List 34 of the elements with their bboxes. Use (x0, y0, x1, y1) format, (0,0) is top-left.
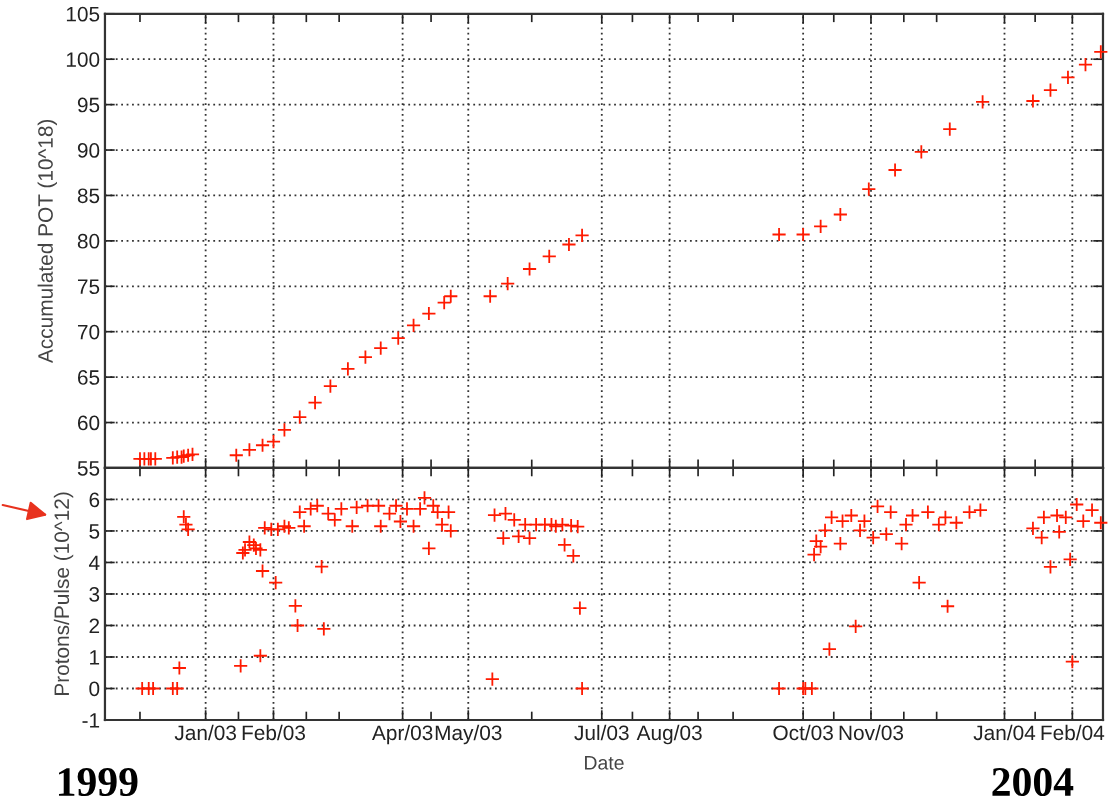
y-tick-label: 85 (77, 188, 100, 204)
x-axis-title: Date (585, 756, 624, 770)
x-tick-label: May/03 (435, 724, 502, 745)
y-tick-label: 75 (77, 279, 100, 295)
x-tick-label: Jan/04 (973, 724, 1036, 741)
y-axis-title: Protons/Pulse (10^12) (53, 492, 74, 695)
y-tick-label: 95 (77, 97, 100, 113)
y-tick-label: 3 (89, 586, 100, 602)
text: 2004 (992, 767, 1074, 797)
y-tick-label: 4 (88, 555, 100, 571)
y-tick-label: 100 (66, 52, 100, 67)
y-tick-label: 55 (77, 461, 100, 476)
y-tick-label: 2 (89, 618, 100, 634)
y-tick-label: -1 (82, 713, 100, 728)
y-tick-label: 105 (66, 6, 100, 22)
y-axis-title: Accumulated POT (10^18) (37, 119, 57, 364)
x-tick-label: Feb/04 (1041, 724, 1105, 741)
y-tick-label: 70 (77, 324, 100, 340)
x-tick-label: Jul/03 (574, 724, 629, 741)
y-tick-label: 65 (77, 370, 100, 385)
x-tick-label: Aug/03 (636, 724, 702, 745)
y-tick-label: 80 (77, 233, 100, 249)
y-tick-label: 90 (77, 143, 100, 158)
y-tick-label: 5 (89, 524, 100, 539)
x-tick-label: Apr/03 (371, 724, 433, 745)
y-tick-label: 0 (89, 681, 100, 697)
x-tick-label: Nov/03 (839, 724, 904, 741)
y-tick-label: 60 (77, 415, 100, 431)
y-tick-label: 6 (89, 492, 100, 508)
text: 1999 (58, 768, 138, 797)
x-tick-label: Jan/03 (174, 724, 236, 741)
x-tick-label: Feb/03 (242, 724, 305, 741)
x-tick-label: Oct/03 (773, 724, 833, 741)
y-tick-label: 1 (90, 650, 100, 665)
